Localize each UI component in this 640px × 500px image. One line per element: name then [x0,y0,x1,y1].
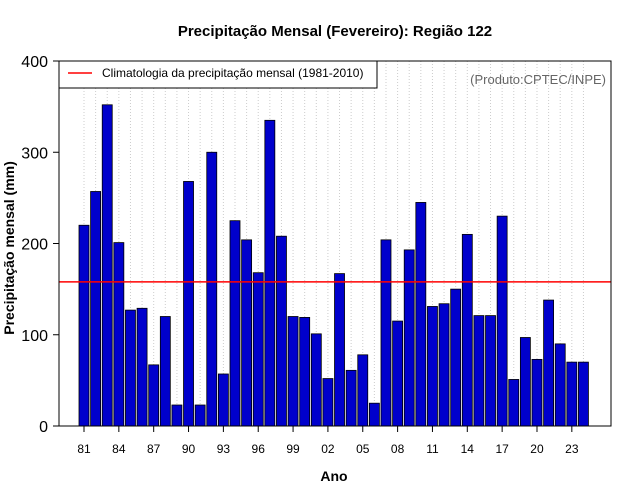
bar-82 [90,191,102,427]
y-axis-label: Precipitação mensal (mm) [1,161,17,335]
bar-87 [148,364,160,427]
bar-92 [206,151,218,427]
bar-83 [101,104,113,427]
bar-88 [159,316,171,427]
bar-03 [334,273,345,427]
bar-16 [485,315,496,427]
x-axis-label: Ano [320,468,347,484]
bar-14 [461,233,473,427]
bar-21 [543,299,554,427]
bar-95 [241,239,253,427]
x-tick-label: 81 [77,442,91,456]
y-tick-label: 400 [21,54,48,71]
bar-01 [310,333,322,427]
bar-06 [368,402,380,427]
bar-23 [566,361,578,427]
y-tick-label: 300 [21,145,48,162]
bar-84 [113,242,125,427]
bar-81 [78,224,90,427]
bar-96 [252,272,264,427]
y-tick-label: 200 [21,237,48,254]
bar-97 [264,119,276,427]
bar-09 [403,249,415,427]
bar-15 [473,315,485,427]
x-tick-label: 84 [112,442,126,456]
bar-08 [392,320,404,427]
bar-11 [427,306,438,427]
bar-17 [496,215,508,427]
bar-98 [276,235,287,427]
x-tick-label: 93 [217,442,231,456]
x-tick-label: 20 [530,442,544,456]
bar-00 [299,317,311,427]
bar-18 [508,379,520,427]
x-tick-label: 05 [356,442,370,456]
x-tick-label: 08 [391,442,405,456]
chart-title: Precipitação Mensal (Fevereiro): Região … [178,23,492,40]
bar-05 [357,354,369,427]
bar-90 [183,181,194,427]
x-tick-label: 14 [461,442,475,456]
y-axis: 0 100 200 300 400 [21,54,59,436]
x-tick-label: 17 [495,442,509,456]
bar-94 [229,220,241,427]
x-axis: 81 84 87 90 93 96 99 02 05 08 11 14 17 20 23 [77,426,579,456]
credit-label: (Produto:CPTEC/INPE) [470,72,606,87]
bar-86 [136,307,148,427]
x-tick-label: 23 [565,442,579,456]
bars-group [78,104,589,427]
x-tick-label: 87 [147,442,161,456]
bar-22 [554,343,566,427]
bar-19 [519,337,531,427]
bar-99 [287,316,299,427]
x-tick-label: 99 [286,442,300,456]
bar-91 [194,404,206,427]
bar-20 [531,358,543,427]
y-tick-label: 0 [39,419,48,436]
bar-04 [345,369,357,427]
legend: Climatologia da precipitação mensal (198… [58,60,378,89]
bar-07 [380,239,392,427]
bar-89 [171,404,183,427]
x-tick-label: 96 [252,442,266,456]
bar-02 [322,378,334,427]
bar-12 [438,303,450,427]
bar-93 [217,373,229,427]
legend-box [58,60,378,89]
legend-label: Climatologia da precipitação mensal (198… [102,66,363,80]
bar-24 [578,361,589,427]
x-tick-label: 11 [426,442,439,456]
bar-13 [450,288,462,427]
y-tick-label: 100 [21,328,48,345]
x-tick-label: 02 [321,442,335,456]
bar-85 [125,309,136,427]
x-tick-label: 90 [182,442,196,456]
bar-10 [415,202,427,427]
